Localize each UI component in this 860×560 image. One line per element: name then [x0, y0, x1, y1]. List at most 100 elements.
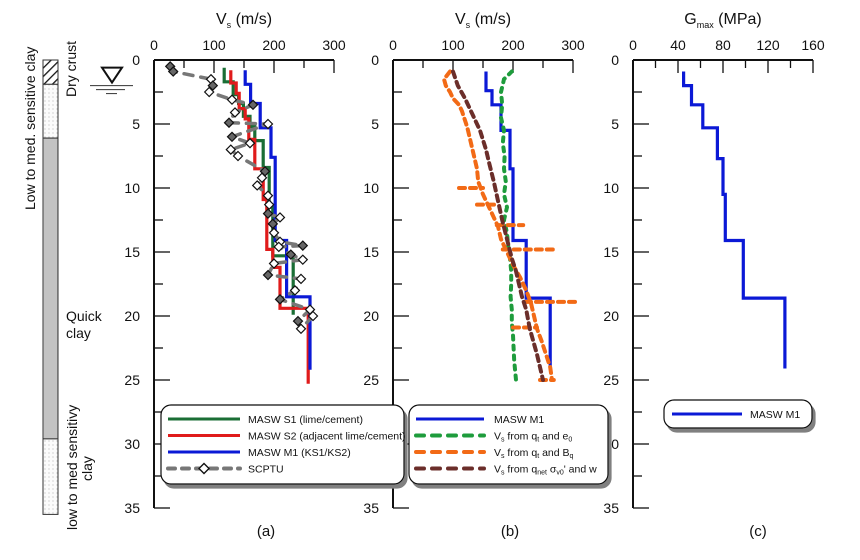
strata-layer [42, 438, 59, 515]
legend-label: SCPTU [248, 464, 284, 476]
series-masw-m1-ks1-ks2- [243, 70, 312, 370]
scptu-marker [232, 150, 244, 162]
scptu-marker [273, 241, 285, 253]
y-tick-label: 5 [611, 116, 619, 132]
scptu-marker [262, 190, 274, 202]
y-tick-label: 0 [611, 52, 619, 68]
x-tick-label: 200 [501, 37, 525, 53]
scptu-marker [295, 323, 307, 335]
y-tick-label: 0 [371, 52, 379, 68]
strata-layer [42, 83, 59, 139]
scptu-marker [274, 294, 286, 305]
legend-box [160, 404, 405, 485]
y-tick-label: 35 [363, 500, 379, 516]
series-line [243, 70, 312, 370]
scptu-marker [268, 227, 280, 239]
y-tick-label: 25 [124, 372, 140, 388]
scptu-marker [262, 208, 274, 219]
y-tick-label: 0 [132, 52, 140, 68]
series-line [451, 69, 545, 382]
x-tick-label: 120 [756, 37, 780, 53]
series-vs-from-qnet-v0-and-w [451, 69, 545, 382]
legend-b: MASW M1 Vs from qt and e0 Vs from qt and B… [408, 404, 609, 485]
x-axis-title: Gmax (MPa) [684, 11, 761, 30]
scptu-marker [263, 199, 275, 210]
series-line [222, 67, 295, 315]
strata-label-low-med-sensitive-clay: Low to med. sensitive clay [22, 47, 38, 210]
y-tick-label: 5 [371, 116, 379, 132]
series-vs-from-qt-and-bq [441, 69, 580, 382]
groundwater-level-icon [90, 66, 133, 95]
y-tick-label: 35 [124, 500, 140, 516]
strata-label-quick-clay-2: clay [66, 325, 91, 341]
scptu-marker [251, 180, 263, 191]
legend-box [408, 404, 609, 485]
scptu-marker [297, 240, 309, 251]
y-tick-label: 15 [124, 244, 140, 260]
x-tick-label: 300 [561, 37, 585, 53]
y-tick-label: 10 [124, 180, 140, 196]
panel-label: (c) [749, 523, 767, 540]
scptu-marker [295, 273, 307, 285]
legend-label: Vs from qnet σv0' and w [494, 464, 597, 477]
scptu-marker [226, 131, 238, 143]
panel-label: (a) [257, 523, 275, 540]
scptu-marker [256, 172, 268, 184]
panel-label: (b) [501, 523, 519, 540]
series-masw-m1 [682, 71, 787, 369]
series-masw-m1 [484, 71, 552, 370]
y-tick-label: 30 [124, 436, 140, 452]
scptu-marker [262, 269, 274, 281]
scptu-marker [285, 249, 297, 260]
series-line [484, 71, 552, 370]
legend-label: MASW M1 [750, 409, 800, 421]
series-masw-s2-adjacent-lime-cement- [229, 70, 310, 384]
x-tick-label: 100 [202, 37, 226, 53]
series-line [682, 71, 787, 369]
x-tick-label: 100 [441, 37, 465, 53]
legend-label: MASW M1 [494, 414, 544, 426]
strata-layer [42, 59, 59, 85]
legend-a: MASW S1 (lime/cement) MASW S2 (adjacent l… [160, 404, 406, 485]
y-tick-label: 15 [603, 244, 619, 260]
x-tick-label: 0 [150, 37, 158, 53]
scptu-marker [225, 144, 237, 155]
x-tick-label: 80 [715, 37, 731, 53]
x-tick-label: 0 [389, 37, 397, 53]
x-tick-label: 0 [629, 37, 637, 53]
x-tick-label: 200 [262, 37, 286, 53]
y-tick-label: 20 [124, 308, 140, 324]
y-tick-label: 35 [603, 500, 619, 516]
scptu-marker [268, 258, 280, 269]
scptu-marker [307, 310, 319, 322]
y-tick-label: 20 [603, 308, 619, 324]
y-tick-label: 5 [132, 116, 140, 132]
scptu-marker [223, 117, 235, 129]
series-scptu [164, 61, 319, 335]
scptu-marker [297, 254, 309, 266]
scptu-marker [247, 99, 259, 111]
y-tick-label: 20 [363, 308, 379, 324]
y-tick-label: 25 [603, 372, 619, 388]
x-tick-label: 300 [322, 37, 346, 53]
scptu-marker [203, 86, 215, 98]
scptu-marker [289, 285, 301, 296]
series-line [229, 70, 310, 384]
scptu-marker [244, 137, 256, 149]
scptu-marker [229, 107, 241, 118]
scptu-marker [207, 80, 219, 91]
legend-label: MASW M1 (KS1/KS2) [248, 447, 351, 459]
panel-a: 0 100 200 300 0 5 10 15 20 25 30 35 Vs (m/s) (a) [124, 11, 345, 540]
strata-column [42, 59, 59, 515]
strata-label-lower-clay-1: low to med sensitivy [64, 405, 80, 530]
x-tick-label: 40 [670, 37, 686, 53]
strata-label-dry-crust: Dry crust [63, 41, 79, 97]
scptu-marker [274, 212, 286, 223]
legend-label: MASW S1 (lime/cement) [248, 414, 363, 426]
legend-marker [198, 462, 210, 475]
legend-c: MASW M1 [663, 399, 813, 429]
strata-layer [42, 137, 59, 440]
strata-label-lower-clay-2: clay [79, 456, 95, 481]
series-masw-s1-lime-cement- [222, 67, 295, 315]
